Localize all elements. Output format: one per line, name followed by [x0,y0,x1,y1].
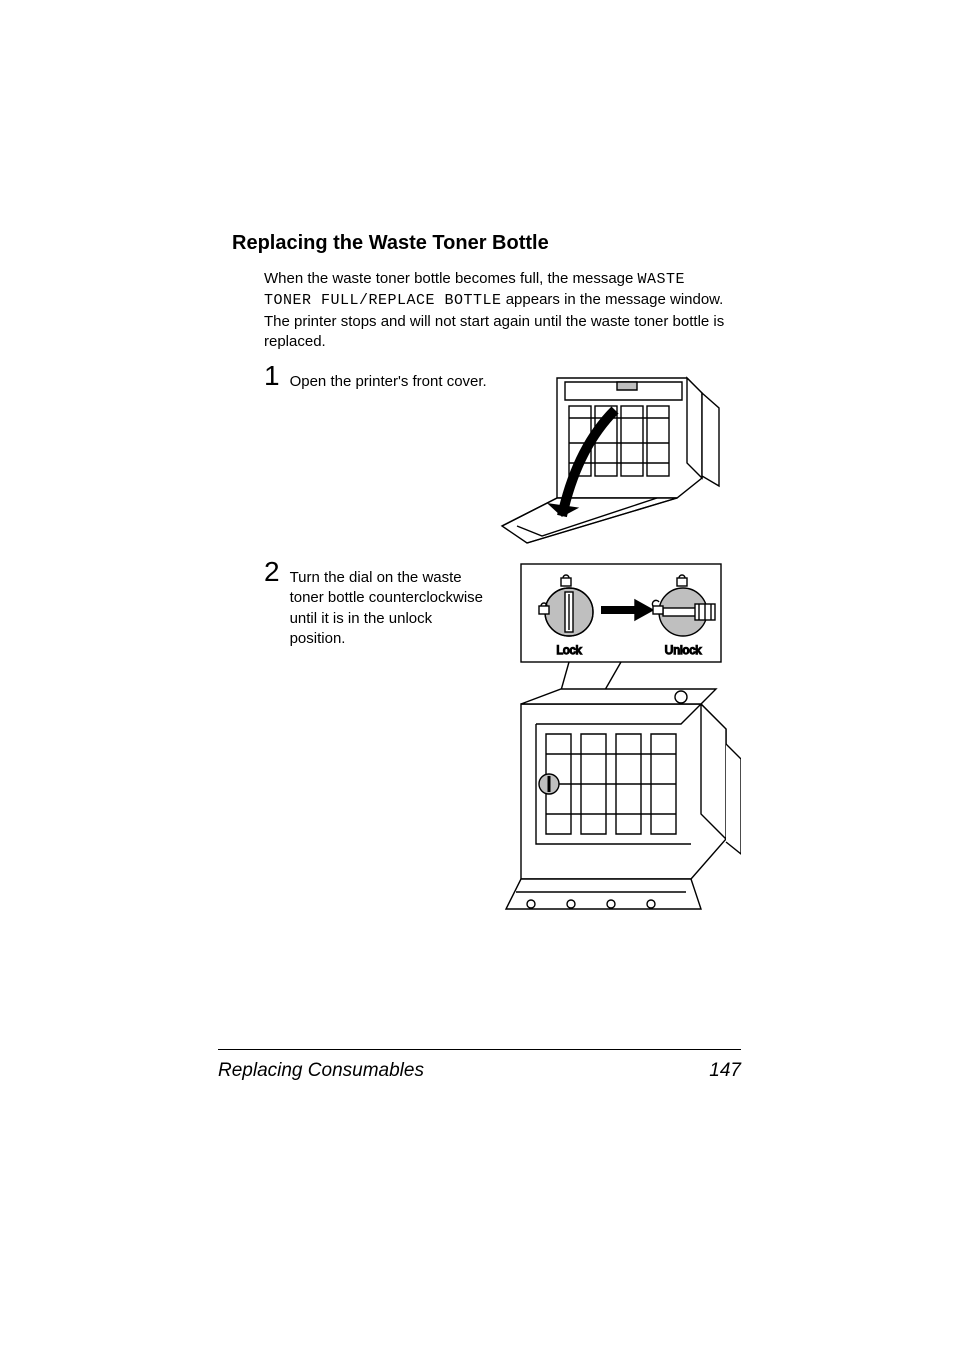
lock-label: Lock [556,643,582,657]
unlock-label: Unlock [665,643,703,657]
dial-lock-unlock-icon: Lock Unlock [491,554,741,934]
figure-2: Lock Unlock [491,554,741,934]
page: Replacing the Waste Toner Bottle When th… [0,0,954,1350]
footer-page-number: 147 [709,1060,741,1082]
step-1-text: Open the printer's front cover. [290,362,487,392]
step-1: 1 Open the printer's front cover. [264,358,741,548]
printer-open-cover-icon [487,358,737,548]
footer-section: Replacing Consumables [218,1060,424,1082]
section-title: Replacing the Waste Toner Bottle [232,232,741,255]
figure-1 [487,358,741,548]
step-1-number: 1 [264,362,280,390]
intro-paragraph: When the waste toner bottle becomes full… [264,269,741,352]
intro-pre: When the waste toner bottle becomes full… [264,270,638,287]
footer-rule [218,1049,741,1050]
step-2-text: Turn the dial on the waste toner bottle … [290,558,491,649]
step-2-number: 2 [264,558,280,586]
step-2: 2 Turn the dial on the waste toner bottl… [264,554,741,934]
page-footer: Replacing Consumables 147 [218,1049,741,1082]
